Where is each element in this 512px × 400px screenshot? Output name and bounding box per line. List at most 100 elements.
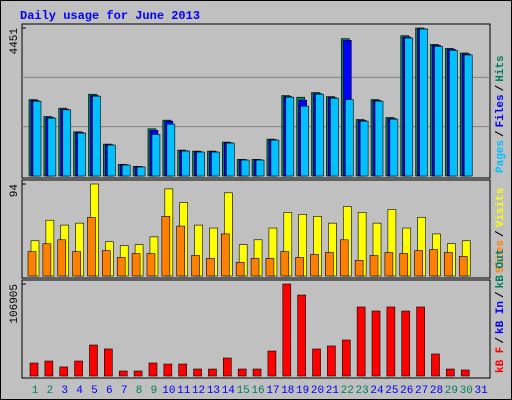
bar xyxy=(57,239,67,277)
bar xyxy=(434,46,443,177)
x-tick-label: 23 xyxy=(356,385,369,397)
x-tick-label: 24 xyxy=(370,385,384,397)
legend-item: Sites xyxy=(495,240,507,273)
bar xyxy=(310,254,319,277)
bar xyxy=(193,368,202,377)
x-tick-label: 3 xyxy=(61,385,68,397)
bar xyxy=(136,166,146,177)
x-tick-label: 7 xyxy=(121,385,128,397)
bar xyxy=(72,251,81,277)
bar xyxy=(255,159,265,177)
y-tick-label: 106905 xyxy=(9,284,21,324)
bar xyxy=(356,306,366,377)
bar xyxy=(211,151,220,177)
x-tick-label: 29 xyxy=(445,385,458,397)
x-tick-label: 17 xyxy=(266,385,279,397)
bar xyxy=(223,357,232,377)
x-tick-label: 18 xyxy=(281,385,294,397)
legend-item: Pages xyxy=(495,140,507,173)
bar xyxy=(27,251,37,277)
bar xyxy=(118,370,128,377)
bar xyxy=(330,97,339,177)
x-tick-label: 22 xyxy=(341,385,354,397)
x-tick-label: 28 xyxy=(430,385,443,397)
x-tick-label: 11 xyxy=(177,385,191,397)
bar xyxy=(267,350,277,377)
x-tick-label: 4 xyxy=(76,385,83,397)
bar xyxy=(460,369,470,377)
x-tick-label: 21 xyxy=(326,385,340,397)
y-tick-label: 4451 xyxy=(9,28,21,55)
x-tick-label: 15 xyxy=(237,385,250,397)
plot-area xyxy=(21,279,491,379)
bar xyxy=(163,363,173,377)
legend-separator: / xyxy=(495,291,507,298)
bar xyxy=(77,132,86,177)
bar xyxy=(131,253,141,277)
bar xyxy=(29,362,39,377)
x-tick-label: 25 xyxy=(385,385,398,397)
bar xyxy=(235,261,245,277)
x-tick-label: 19 xyxy=(296,385,309,397)
x-tick-label: 16 xyxy=(251,385,264,397)
bar xyxy=(226,142,235,177)
bar xyxy=(74,360,83,377)
bar xyxy=(386,306,396,377)
bar xyxy=(92,95,101,177)
bar xyxy=(151,134,161,177)
x-tick-label: 5 xyxy=(91,385,98,397)
bar xyxy=(270,139,280,177)
bar xyxy=(325,252,334,277)
bar xyxy=(374,100,384,177)
bar xyxy=(295,257,304,277)
bar xyxy=(371,310,381,377)
legend-separator: / xyxy=(495,337,507,344)
bar xyxy=(237,368,247,377)
bar xyxy=(341,339,351,377)
bar xyxy=(166,123,176,177)
bar xyxy=(104,348,113,377)
y-tick-label: 94 xyxy=(9,184,21,198)
bar xyxy=(265,258,275,277)
bar xyxy=(133,370,143,377)
bar xyxy=(87,216,96,277)
bar xyxy=(344,99,354,177)
x-tick-label: 27 xyxy=(415,385,428,397)
bar xyxy=(449,50,458,177)
bar xyxy=(176,225,185,277)
x-tick-label: 26 xyxy=(400,385,413,397)
bar xyxy=(42,243,52,277)
bar xyxy=(221,233,230,277)
x-tick-label: 8 xyxy=(136,385,143,397)
legend: kB F / kB In / kB Out xyxy=(495,249,507,373)
legend-item: kB F xyxy=(495,347,507,373)
bar xyxy=(312,348,321,377)
x-tick-label: 1 xyxy=(32,385,39,397)
bar xyxy=(327,345,336,377)
legend-item: Hits xyxy=(495,55,507,81)
legend-item: Files xyxy=(495,94,507,127)
bar xyxy=(59,366,69,377)
chart-title: Daily usage for June 2013 xyxy=(20,9,200,23)
bar xyxy=(401,310,411,377)
bar xyxy=(240,159,250,177)
bar xyxy=(146,253,156,277)
bar xyxy=(47,117,57,177)
bar xyxy=(359,120,369,177)
bar xyxy=(282,283,292,377)
bar xyxy=(458,256,468,277)
bar xyxy=(431,353,440,377)
bar xyxy=(32,100,42,177)
legend-item: Visits xyxy=(495,188,507,228)
x-tick-label: 20 xyxy=(311,385,324,397)
bar xyxy=(62,109,72,177)
bar xyxy=(399,253,409,277)
bar xyxy=(463,54,473,177)
bar xyxy=(148,362,158,377)
bar xyxy=(252,368,262,377)
x-tick-label: 12 xyxy=(192,385,205,397)
bar xyxy=(389,118,399,177)
bar xyxy=(315,93,324,177)
x-tick-label: 14 xyxy=(222,385,236,397)
